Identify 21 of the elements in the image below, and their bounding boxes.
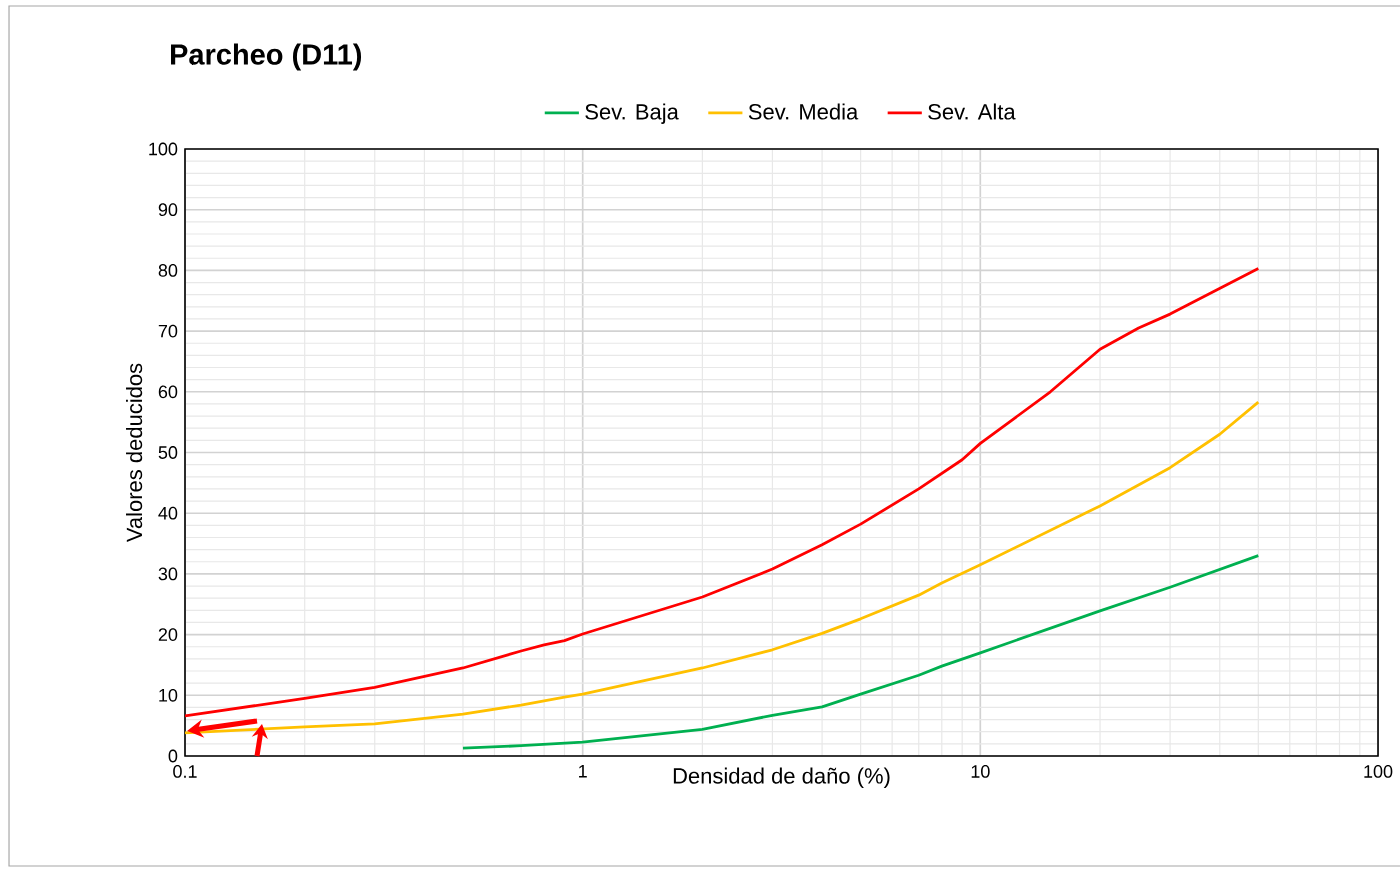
x-tick-label: 100 (1364, 765, 1393, 778)
y-tick-label: 100 (149, 142, 178, 156)
x-tick-label: 0.1 (173, 765, 197, 778)
y-tick-label: 70 (158, 324, 178, 338)
y-tick-label: 0 (168, 749, 178, 763)
chart-title: Parcheo (D11) (171, 43, 362, 71)
x-axis-title: Densidad de daño (%) (673, 767, 890, 789)
x-tick-label: 1 (579, 765, 587, 778)
y-tick-label: 60 (158, 385, 178, 399)
x-tick-label: 10 (971, 765, 990, 778)
legend-label: Sev. Alta (928, 103, 1016, 120)
y-tick-label: 20 (158, 628, 178, 641)
y-tick-label: 90 (158, 203, 178, 217)
y-tick-label: 10 (159, 688, 178, 702)
legend-label: Sev. Baja (585, 103, 679, 124)
y-axis-title: Valores deducidos (126, 363, 143, 543)
legend-label: Sev. Media (748, 103, 859, 120)
y-tick-label: 80 (158, 264, 178, 277)
y-tick-label: 50 (158, 446, 178, 459)
y-tick-label: 30 (158, 567, 178, 581)
y-tick-label: 40 (158, 506, 178, 520)
